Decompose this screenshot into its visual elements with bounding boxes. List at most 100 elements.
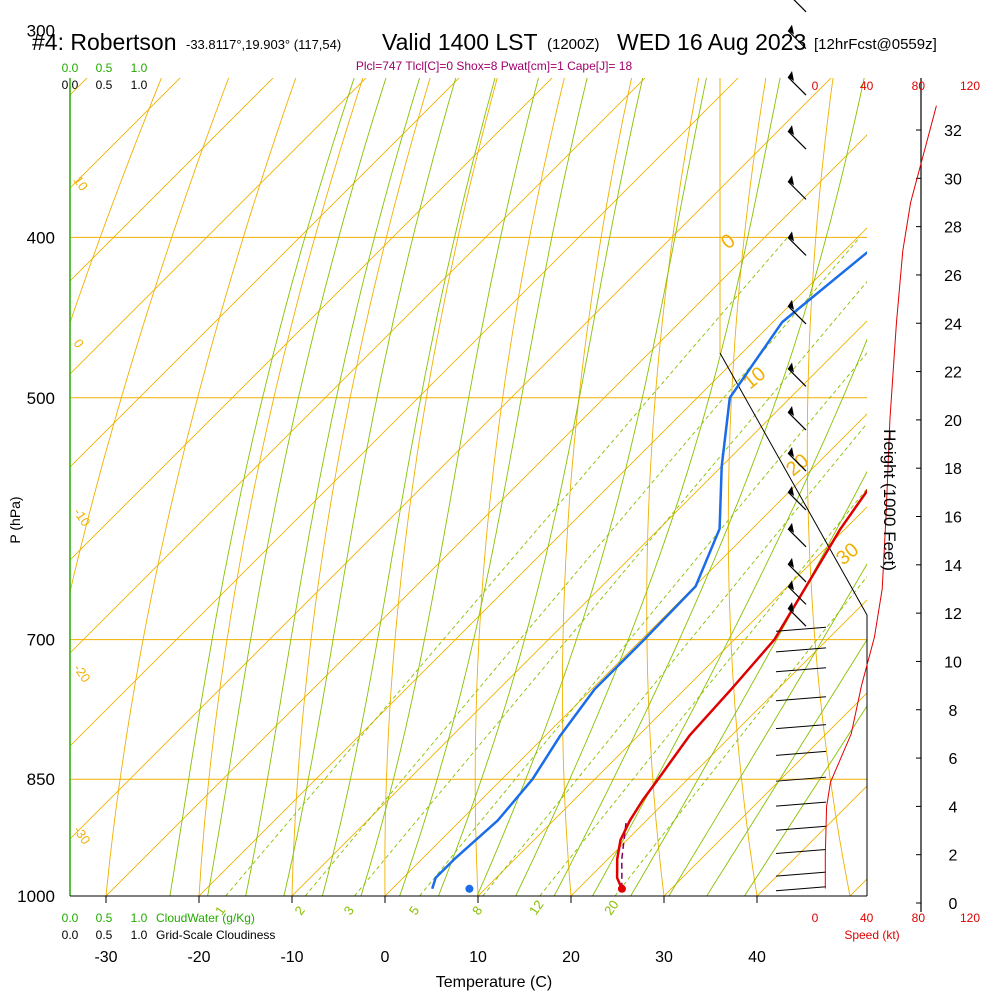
wind-barb-staff: [787, 305, 807, 325]
wind-speed-line: [824, 105, 937, 889]
wind-barb: [787, 362, 807, 387]
temperature-tick-label: 0: [381, 949, 390, 966]
valid-date: WED 16 Aug 2023: [617, 29, 806, 55]
height-tick-label: 20: [944, 413, 962, 430]
moist-adiabat: [515, 78, 781, 896]
cloudiness-label: Grid-Scale Cloudiness: [156, 928, 275, 942]
pressure-tick-label: 850: [27, 770, 55, 789]
height-tick-label: 18: [944, 461, 962, 478]
moist-adiabat: [360, 78, 539, 896]
dry-adiabat: [70, 78, 162, 325]
cl-bottom-tick-2: 1.0: [131, 928, 148, 942]
wind-barb: [787, 485, 807, 511]
moist-adiabat: [591, 338, 867, 896]
speed-tick-label-top: 120: [960, 79, 980, 93]
surface-dewpoint-dot: [465, 884, 474, 893]
pressure-tick-label: 400: [27, 228, 55, 247]
wind-barb-staff: [775, 801, 827, 807]
wind-barb: [787, 24, 807, 50]
dry-adiabat: [291, 78, 431, 896]
height-tick-label: 26: [944, 268, 962, 285]
speed-tick-label-top: 80: [912, 79, 926, 93]
moist-adiabat: [399, 78, 588, 896]
isotherm: [70, 78, 646, 654]
isotherm: [477, 506, 867, 896]
wind-barb-staff: [787, 76, 807, 96]
wind-barb-flag: [788, 522, 794, 533]
wind-barb: [787, 175, 807, 200]
isotherm: [291, 320, 867, 896]
cw-bottom-tick-1: 0.5: [96, 911, 113, 925]
wind-barb-flag: [788, 175, 794, 186]
wind-barb-flag: [788, 557, 794, 568]
moist-adiabat: [245, 78, 421, 896]
pressure-tick-label: 300: [27, 22, 55, 41]
moist-adiabat: [207, 78, 387, 896]
height-tick-label: 8: [949, 703, 958, 720]
wind-barb-staff: [787, 563, 807, 583]
wind-barb: [787, 406, 807, 431]
isotherm: [663, 692, 867, 896]
wind-barb: [775, 750, 827, 756]
wind-barb: [787, 557, 807, 583]
wind-barb: [787, 602, 807, 627]
wind-barb-staff: [793, 0, 807, 13]
temperature-tick-label: 40: [748, 949, 766, 966]
speed-tick-label-top: 40: [860, 79, 874, 93]
wind-barb-staff: [787, 368, 807, 387]
wind-barb-staff: [787, 130, 807, 150]
dry-adiabat: [198, 78, 364, 896]
cloudwater-scale-top: 0.0 0.5 1.0 0.0 0.5 1.0: [62, 61, 148, 92]
cloudwater-label: CloudWater (g/Kg): [156, 911, 255, 925]
wind-barb-staff: [787, 236, 807, 256]
isotherm: [70, 78, 553, 561]
cl-top-tick-2: 1.0: [131, 78, 148, 92]
wind-barb-staff: [775, 696, 827, 702]
wind-barb-flag: [788, 231, 794, 242]
station-coords: -33.8117°,19.903° (117,54): [186, 37, 341, 52]
y-axis-label: P (hPa): [7, 496, 23, 543]
height-tick-label: 16: [944, 510, 962, 527]
moist-adiabat: [743, 705, 867, 896]
wind-barb: [787, 231, 807, 256]
wind-barb: [775, 667, 827, 673]
wind-barb-flag: [788, 362, 794, 373]
cw-bottom-tick-0: 0.0: [62, 911, 79, 925]
pressure-tick-label: 1000: [17, 887, 55, 906]
height-tick-label: 0: [949, 896, 958, 913]
thermo-background: [70, 78, 867, 896]
surface-temperature-dot: [617, 884, 626, 893]
isotherm: [384, 413, 867, 896]
wind-barb-staff: [775, 871, 827, 877]
height-tick-label: 22: [944, 365, 962, 382]
wind-barb-staff: [775, 724, 827, 730]
height-tick-label: 6: [949, 751, 958, 768]
plot-frame: [69, 78, 868, 897]
dry-adiabat: [384, 78, 498, 896]
wind-barb: [787, 580, 807, 605]
moist-adiabat: [321, 78, 496, 896]
wind-barb: [787, 522, 807, 548]
dewpoint-profile: [431, 250, 867, 890]
mixing-ratio-label: 12: [526, 897, 547, 917]
mixing-ratio-line: [225, 237, 788, 896]
cl-bottom-tick-1: 0.5: [96, 928, 113, 942]
height-tick-label: 12: [944, 606, 962, 623]
mixing-ratio-line: [354, 281, 867, 896]
isotherm: [70, 78, 460, 468]
cl-top-tick-1: 0.5: [96, 78, 113, 92]
dry-adiabat: [646, 78, 700, 896]
mixing-ratio-label: 20: [601, 897, 622, 917]
wind-barb-staff: [787, 452, 807, 472]
wind-barb-flag: [788, 24, 794, 35]
isotherm: [105, 134, 867, 896]
isotherm: [70, 78, 739, 747]
wind-barb: [775, 849, 827, 855]
wind-barb-staff: [787, 30, 807, 50]
mixing-ratio-line: [482, 422, 867, 896]
dry-adiabat: [727, 78, 767, 896]
speed-tick-label-top: 0: [812, 79, 819, 93]
temperature-tick-label: -30: [94, 949, 117, 966]
wind-barb: [775, 776, 827, 782]
